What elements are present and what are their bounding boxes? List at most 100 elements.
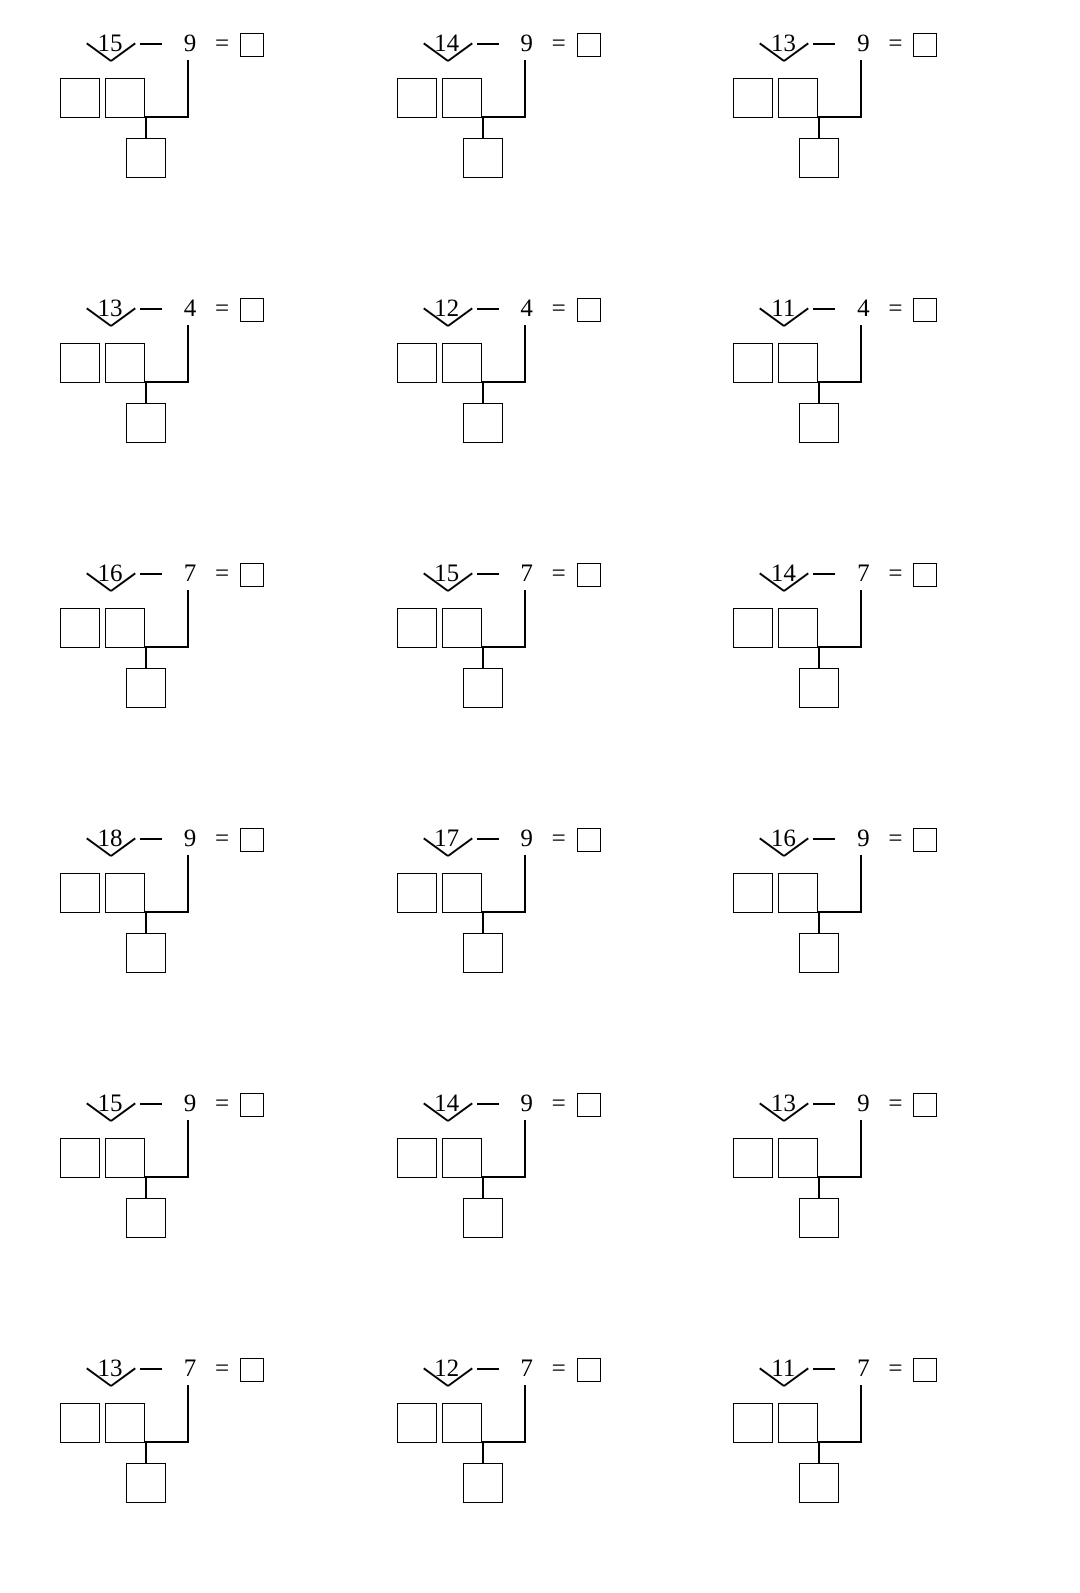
- decompose-box-left[interactable]: [397, 608, 437, 648]
- decompose-box-right[interactable]: [778, 78, 818, 118]
- decompose-box-left[interactable]: [397, 873, 437, 913]
- answer-box[interactable]: [913, 563, 937, 587]
- answer-box[interactable]: [577, 1093, 601, 1117]
- answer-box[interactable]: [240, 1358, 264, 1382]
- decompose-box-right[interactable]: [105, 78, 145, 118]
- decompose-box-left[interactable]: [60, 873, 100, 913]
- answer-box[interactable]: [577, 33, 601, 57]
- answer-box[interactable]: [240, 298, 264, 322]
- connector-vertical-to-subtrahend: [860, 590, 862, 648]
- decompose-box-left[interactable]: [397, 78, 437, 118]
- problem: 139=: [733, 30, 1033, 190]
- decompose-box-right[interactable]: [105, 343, 145, 383]
- decompose-box-right[interactable]: [105, 873, 145, 913]
- decompose-box-right[interactable]: [442, 608, 482, 648]
- decompose-box-left[interactable]: [397, 343, 437, 383]
- intermediate-result-box[interactable]: [799, 403, 839, 443]
- intermediate-result-box[interactable]: [463, 668, 503, 708]
- decompose-box-left[interactable]: [733, 873, 773, 913]
- intermediate-result-box[interactable]: [126, 1198, 166, 1238]
- intermediate-result-box[interactable]: [126, 138, 166, 178]
- equals-sign: =: [552, 825, 566, 853]
- answer-box[interactable]: [240, 1093, 264, 1117]
- connector-vertical-to-subtrahend: [524, 1385, 526, 1443]
- decompose-box-right[interactable]: [442, 78, 482, 118]
- subtrahend: 7: [512, 1355, 542, 1383]
- decompose-box-right[interactable]: [778, 343, 818, 383]
- decompose-box-right[interactable]: [105, 1403, 145, 1443]
- answer-box[interactable]: [240, 33, 264, 57]
- intermediate-result-box[interactable]: [463, 1463, 503, 1503]
- connector-horizontal: [145, 116, 189, 118]
- decompose-box-left[interactable]: [733, 1138, 773, 1178]
- decompose-box-left[interactable]: [60, 78, 100, 118]
- minuend: 11: [763, 1355, 803, 1383]
- decompose-box-left[interactable]: [60, 1403, 100, 1443]
- intermediate-result-box[interactable]: [799, 1463, 839, 1503]
- decompose-box-right[interactable]: [105, 608, 145, 648]
- problem: 157=: [397, 560, 697, 720]
- problem: 147=: [733, 560, 1033, 720]
- minuend: 18: [90, 825, 130, 853]
- answer-box[interactable]: [913, 1358, 937, 1382]
- answer-box[interactable]: [913, 1093, 937, 1117]
- intermediate-result-box[interactable]: [463, 1198, 503, 1238]
- answer-box[interactable]: [240, 828, 264, 852]
- intermediate-result-box[interactable]: [463, 138, 503, 178]
- minuend: 15: [90, 1090, 130, 1118]
- decompose-box-left[interactable]: [397, 1403, 437, 1443]
- answer-box[interactable]: [913, 33, 937, 57]
- answer-box[interactable]: [240, 563, 264, 587]
- intermediate-result-box[interactable]: [799, 1198, 839, 1238]
- decompose-box-left[interactable]: [60, 608, 100, 648]
- intermediate-result-box[interactable]: [799, 933, 839, 973]
- answer-box[interactable]: [577, 828, 601, 852]
- connector-vertical-to-subtrahend: [860, 1385, 862, 1443]
- subtrahend: 9: [512, 825, 542, 853]
- decompose-box-left[interactable]: [60, 343, 100, 383]
- equals-sign: =: [888, 1355, 902, 1383]
- decompose-box-right[interactable]: [778, 608, 818, 648]
- subtrahend: 7: [848, 560, 878, 588]
- intermediate-result-box[interactable]: [126, 1463, 166, 1503]
- decompose-box-left[interactable]: [733, 78, 773, 118]
- answer-box[interactable]: [577, 1358, 601, 1382]
- decompose-box-right[interactable]: [442, 873, 482, 913]
- decompose-box-left[interactable]: [733, 343, 773, 383]
- equals-sign: =: [552, 30, 566, 58]
- decompose-box-left[interactable]: [733, 608, 773, 648]
- decompose-box-right[interactable]: [778, 1138, 818, 1178]
- intermediate-result-box[interactable]: [463, 933, 503, 973]
- decompose-box-right[interactable]: [105, 1138, 145, 1178]
- connector-horizontal: [818, 646, 862, 648]
- minus-sign: [477, 573, 499, 575]
- decompose-box-left[interactable]: [397, 1138, 437, 1178]
- decompose-box-right[interactable]: [442, 343, 482, 383]
- intermediate-result-box[interactable]: [126, 933, 166, 973]
- intermediate-result-box[interactable]: [126, 668, 166, 708]
- decompose-box-left[interactable]: [60, 1138, 100, 1178]
- decompose-box-left[interactable]: [733, 1403, 773, 1443]
- answer-box[interactable]: [913, 298, 937, 322]
- equals-sign: =: [215, 1355, 229, 1383]
- intermediate-result-box[interactable]: [799, 668, 839, 708]
- connector-horizontal: [145, 1441, 189, 1443]
- decompose-box-right[interactable]: [442, 1403, 482, 1443]
- subtrahend: 4: [512, 295, 542, 323]
- intermediate-result-box[interactable]: [126, 403, 166, 443]
- subtrahend: 9: [512, 30, 542, 58]
- answer-box[interactable]: [577, 298, 601, 322]
- decompose-box-right[interactable]: [778, 1403, 818, 1443]
- decompose-box-right[interactable]: [442, 1138, 482, 1178]
- intermediate-result-box[interactable]: [463, 403, 503, 443]
- connector-vertical-to-result: [482, 1178, 484, 1198]
- answer-box[interactable]: [913, 828, 937, 852]
- minuend: 16: [90, 560, 130, 588]
- answer-box[interactable]: [577, 563, 601, 587]
- minuend: 13: [763, 30, 803, 58]
- problem: 189=: [60, 825, 360, 985]
- intermediate-result-box[interactable]: [799, 138, 839, 178]
- subtrahend: 9: [175, 1090, 205, 1118]
- connector-horizontal: [482, 1176, 526, 1178]
- decompose-box-right[interactable]: [778, 873, 818, 913]
